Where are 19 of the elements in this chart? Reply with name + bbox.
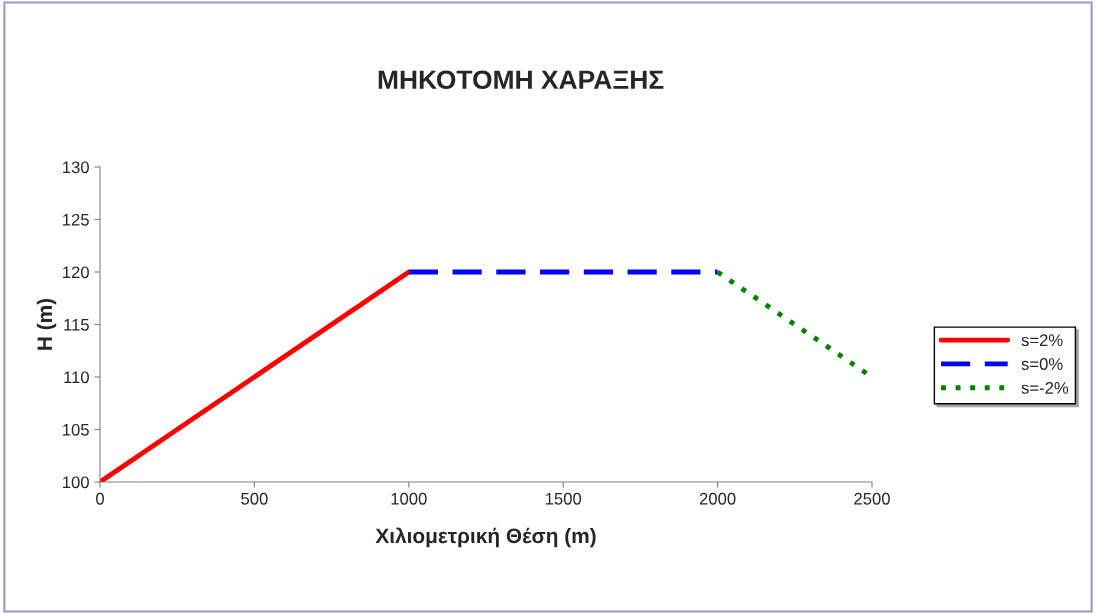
legend-label: s=-2%	[1021, 381, 1069, 394]
x-tick-label: 2000	[699, 492, 736, 505]
chart-title: ΜΗΚΟΤΟΜΗ ΧΑΡΑΞΗΣ	[378, 70, 664, 90]
x-tick-label: 2500	[854, 492, 890, 505]
x-tick-label: 1000	[391, 492, 427, 505]
y-axis-title: H (m)	[36, 298, 57, 350]
y-tick-label: 120	[63, 266, 89, 279]
x-axis-title: Χιλιομετρική Θέση (m)	[375, 527, 596, 548]
y-tick-label: 100	[63, 476, 89, 489]
legend-label: s=0%	[1021, 358, 1063, 370]
y-tick-label: 110	[64, 371, 89, 384]
y-tick-label: 115	[64, 319, 89, 331]
x-tick-label: 0	[96, 492, 104, 505]
x-tick-label: 1500	[545, 492, 582, 505]
y-tick-label: 105	[63, 423, 89, 436]
legend-label: s=2%	[1021, 334, 1063, 347]
x-tick-label: 500	[241, 492, 268, 505]
y-tick-label: 125	[63, 213, 89, 226]
y-tick-label: 130	[63, 161, 89, 174]
